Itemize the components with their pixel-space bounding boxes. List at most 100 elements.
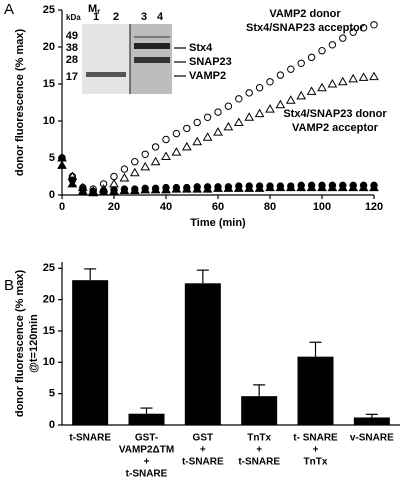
point xyxy=(77,186,88,195)
point xyxy=(223,183,234,192)
point xyxy=(98,187,109,196)
point xyxy=(202,184,213,193)
y-tick-label: 15 xyxy=(43,78,55,90)
x-tick-label: + xyxy=(144,457,150,468)
point xyxy=(119,172,130,182)
y-tick-label: 0 xyxy=(49,419,55,431)
point xyxy=(306,86,317,95)
band-label: VAMP2 xyxy=(189,70,226,82)
x-tick-label: GST xyxy=(193,433,214,444)
point xyxy=(287,65,295,73)
x-tick-label: 40 xyxy=(160,201,172,213)
y-tick-label: 25 xyxy=(43,4,55,16)
point xyxy=(129,167,140,177)
y-tick-label: 20 xyxy=(43,294,55,306)
mw-label: 49 xyxy=(66,30,78,42)
point xyxy=(214,108,222,116)
point xyxy=(266,78,274,86)
panel-label: A xyxy=(4,1,14,18)
point xyxy=(307,53,316,62)
point xyxy=(348,182,359,192)
inset-mr-sub: r xyxy=(97,7,100,16)
point xyxy=(109,186,119,195)
point xyxy=(150,156,161,166)
point xyxy=(140,161,151,171)
x-tick-label: t-SNARE xyxy=(69,433,111,444)
x-tick-label: 60 xyxy=(212,201,224,213)
x-tick-label: t- SNARE xyxy=(293,433,338,444)
point xyxy=(119,185,130,195)
point xyxy=(181,184,192,193)
bar xyxy=(353,417,390,425)
point xyxy=(297,59,305,67)
annotation: Stx4/SNAP23 donor xyxy=(283,108,387,120)
point xyxy=(183,124,191,133)
lane-label: 4 xyxy=(157,11,164,23)
point xyxy=(57,160,67,169)
x-tick-label: v-SNARE xyxy=(350,433,394,444)
bar xyxy=(72,280,109,425)
point xyxy=(203,113,212,122)
bar xyxy=(241,396,278,425)
point xyxy=(337,76,348,86)
lane-label: 3 xyxy=(141,11,147,23)
band-label: Stx4 xyxy=(189,42,213,54)
point xyxy=(317,182,327,192)
x-tick-label: + xyxy=(200,445,206,456)
x-tick-label: 120 xyxy=(365,201,383,213)
x-tick-label: 100 xyxy=(313,201,331,213)
point xyxy=(370,21,378,29)
inset-mr: M xyxy=(88,3,97,15)
point xyxy=(140,184,151,194)
x-tick-label: VAMP2ΔTM xyxy=(119,445,174,456)
y-tick-label: 5 xyxy=(49,388,55,400)
x-tick-label: t-SNARE xyxy=(238,457,280,468)
point xyxy=(327,182,338,192)
point xyxy=(265,182,275,192)
x-tick-label: + xyxy=(256,445,262,456)
point xyxy=(171,184,182,193)
point xyxy=(265,104,275,113)
point xyxy=(317,82,327,92)
y-tick-label: 5 xyxy=(49,152,55,164)
y-axis-label: @t=120min xyxy=(28,314,40,373)
point xyxy=(192,184,203,193)
point xyxy=(327,78,338,88)
y-tick-label: 15 xyxy=(43,325,55,337)
lane-label: 2 xyxy=(113,11,119,23)
point xyxy=(172,129,181,138)
y-axis-label: donor fluorescence (% max) xyxy=(14,270,26,418)
point xyxy=(223,121,234,131)
point xyxy=(349,28,357,36)
inset-unit: kDa xyxy=(66,13,81,22)
point xyxy=(275,182,286,192)
x-tick-label: 20 xyxy=(108,201,120,213)
x-tick-label: GST- xyxy=(135,433,158,444)
point xyxy=(109,178,119,188)
point xyxy=(213,127,223,136)
point xyxy=(235,95,243,103)
point xyxy=(285,182,296,192)
mw-label: 38 xyxy=(66,42,78,54)
point xyxy=(358,72,369,81)
point xyxy=(224,102,233,110)
x-axis-label: Time (min) xyxy=(190,217,246,229)
point xyxy=(171,147,182,156)
point xyxy=(348,73,359,83)
point xyxy=(162,135,170,144)
point xyxy=(244,112,255,121)
point xyxy=(369,71,379,81)
point xyxy=(245,89,253,97)
point xyxy=(67,178,78,188)
point xyxy=(233,117,244,126)
point xyxy=(276,71,285,79)
annotation: Stx4/SNAP23 acceptor xyxy=(246,22,365,34)
point xyxy=(255,84,264,92)
x-tick-label: TnTx xyxy=(247,433,271,444)
gel-inset xyxy=(82,24,186,94)
bar xyxy=(297,356,334,425)
x-tick-label: 0 xyxy=(59,201,65,213)
x-tick-label: 80 xyxy=(264,201,276,213)
